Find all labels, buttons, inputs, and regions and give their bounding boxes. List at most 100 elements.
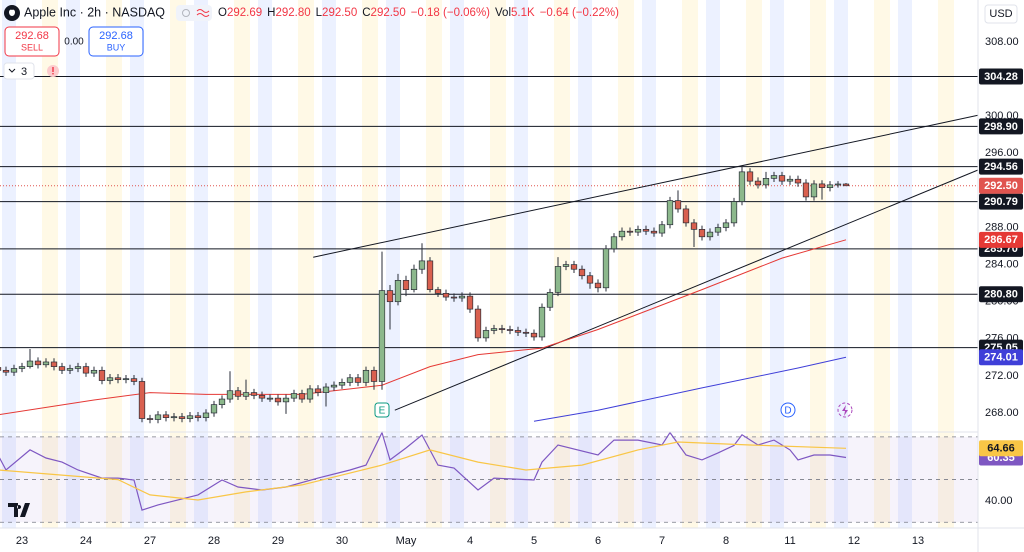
action-icon — [182, 9, 190, 17]
session-stripe — [42, 0, 58, 528]
y-tick-label: 272.00 — [985, 370, 1019, 382]
price-badge — [979, 193, 1023, 210]
candle-body — [322, 386, 330, 393]
x-tick-label: 29 — [272, 535, 284, 547]
candle-body — [418, 260, 426, 270]
x-tick-label: 11 — [784, 535, 795, 547]
buy-button[interactable] — [88, 26, 144, 57]
ohlc-label: H — [267, 7, 275, 19]
session-stripe — [106, 0, 122, 528]
candle-body — [386, 290, 394, 303]
candle-body — [658, 224, 666, 234]
candle-body — [314, 388, 322, 393]
candle-body — [42, 361, 50, 366]
candle-body — [162, 414, 170, 418]
candle-body — [626, 230, 634, 233]
sell-button[interactable] — [4, 26, 60, 57]
candle-body — [242, 392, 250, 397]
candle-body — [802, 182, 810, 198]
sell-price: 292.68 — [15, 30, 49, 42]
candle-body — [362, 369, 370, 383]
candle-body — [186, 415, 194, 419]
price-badge-label: 290.79 — [984, 196, 1018, 208]
candle-body — [90, 369, 98, 374]
flash-icon[interactable] — [837, 402, 853, 418]
candle-body — [106, 377, 114, 381]
event-marker — [780, 402, 796, 418]
candle-body — [330, 384, 338, 388]
candle-body — [258, 395, 266, 399]
event-label: D — [784, 406, 791, 417]
candle-body — [570, 264, 578, 270]
x-tick-label: 8 — [723, 535, 729, 547]
currency-box[interactable] — [984, 4, 1018, 24]
y-tick-label: 268.00 — [985, 407, 1019, 419]
candle-body — [154, 414, 162, 420]
price-badge-label: 294.56 — [984, 161, 1018, 173]
x-tick-label: 12 — [848, 535, 860, 547]
session-stripe — [682, 0, 698, 528]
candle-body — [290, 393, 298, 399]
session-stripe — [642, 0, 656, 528]
ohlc-label: O — [218, 7, 227, 19]
candle-body — [218, 398, 226, 405]
candle-body — [266, 397, 274, 400]
symbol-actions[interactable] — [176, 5, 212, 21]
candle-body — [410, 268, 418, 290]
session-stripe — [514, 0, 528, 528]
candle-body — [714, 227, 722, 233]
candle-body — [306, 388, 314, 400]
candle-body — [146, 418, 154, 420]
buy-price: 292.68 — [99, 30, 133, 42]
candle-body — [578, 268, 586, 277]
candle-body — [34, 360, 42, 366]
trendline — [394, 169, 979, 411]
session-stripe — [450, 0, 464, 528]
candle-body — [18, 366, 26, 369]
candle-body — [82, 366, 90, 374]
candle-body — [826, 184, 834, 188]
ohlc-value: 292.80 — [275, 7, 310, 19]
candle-body — [546, 292, 554, 308]
candle-body — [842, 183, 850, 187]
price-badge — [979, 349, 1023, 366]
session-stripe — [2, 0, 16, 528]
candle-body — [586, 275, 594, 284]
candle-body — [738, 171, 746, 202]
price-badge — [979, 231, 1023, 248]
y-tick-label: 296.00 — [985, 147, 1019, 159]
volume-label: Vol — [495, 7, 511, 19]
y-tick-label: 284.00 — [985, 259, 1019, 271]
candle-body — [666, 200, 674, 226]
session-stripe — [66, 0, 80, 528]
price-badge-label: 298.90 — [984, 121, 1018, 133]
tv-logo — [8, 503, 30, 517]
candle-body — [474, 308, 482, 339]
ohlc-label: L — [316, 7, 323, 19]
session-stripe — [554, 0, 570, 528]
candle-body — [2, 369, 10, 373]
candle-body — [762, 177, 770, 186]
price-badge — [979, 118, 1023, 135]
candle-body — [434, 289, 442, 294]
candle-body — [402, 280, 410, 290]
candle-body — [178, 416, 186, 419]
candle-body — [274, 397, 282, 403]
candle-body — [498, 328, 506, 330]
event-marker — [374, 402, 390, 418]
indicators-toggle[interactable] — [3, 62, 35, 80]
candle-body — [114, 377, 122, 380]
candle-body — [466, 295, 474, 310]
dividend-flash — [837, 402, 853, 418]
candle-body — [66, 368, 74, 371]
session-stripe — [362, 0, 378, 528]
session-stripe — [938, 0, 954, 528]
candle-body — [562, 264, 570, 267]
session-stripe — [874, 0, 890, 528]
x-tick-label: 6 — [595, 535, 601, 547]
moving-average — [533, 356, 847, 422]
session-stripe — [490, 0, 506, 528]
indicator-count: 3 — [21, 66, 27, 78]
